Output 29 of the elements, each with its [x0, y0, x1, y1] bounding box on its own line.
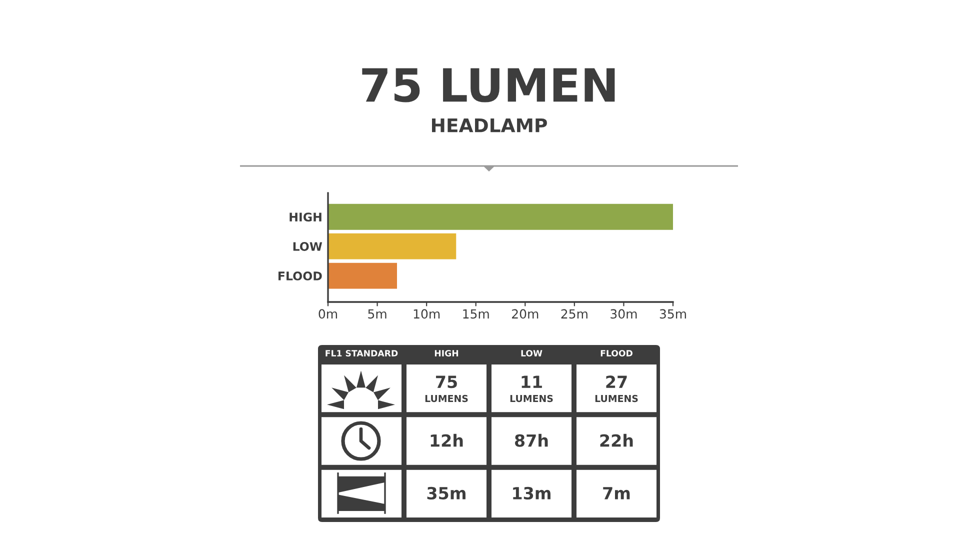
text: 22h: [600, 434, 633, 447]
text: FL1 STANDARD: [326, 350, 398, 356]
chart-title: 75 LUMEN: [362, 68, 615, 102]
x-tick-label: 10m: [414, 309, 440, 319]
chart-subtitle: HEADLAMP: [432, 118, 547, 132]
category-label: HIGH: [434, 350, 458, 356]
bar: [328, 233, 456, 260]
text: 27 LUMENS: [595, 376, 638, 402]
text: 12h: [430, 434, 463, 447]
text: 7m: [603, 487, 630, 500]
y-tick-label: FLOOD: [278, 272, 322, 280]
bar: [328, 204, 673, 230]
text: 35m: [427, 486, 466, 500]
text: 13m: [513, 486, 550, 500]
category-label: FLOOD: [600, 350, 632, 356]
x-tick-label: 5m: [368, 309, 386, 319]
x-tick-label: 25m: [561, 309, 588, 319]
y-tick-label: HIGH: [290, 212, 322, 222]
text: 75 LUMENS: [425, 376, 468, 402]
bar: [328, 262, 397, 289]
x-tick-label: 0m: [318, 309, 338, 319]
x-tick-label: 30m: [610, 309, 637, 319]
x-tick-label: 35m: [660, 309, 686, 319]
x-tick-label: 20m: [512, 309, 538, 319]
category-label: LOW: [521, 350, 542, 356]
text: 87h: [514, 434, 548, 447]
text: 11 LUMENS: [510, 376, 553, 402]
y-tick-label: LOW: [293, 242, 322, 251]
x-tick-label: 15m: [463, 309, 489, 319]
